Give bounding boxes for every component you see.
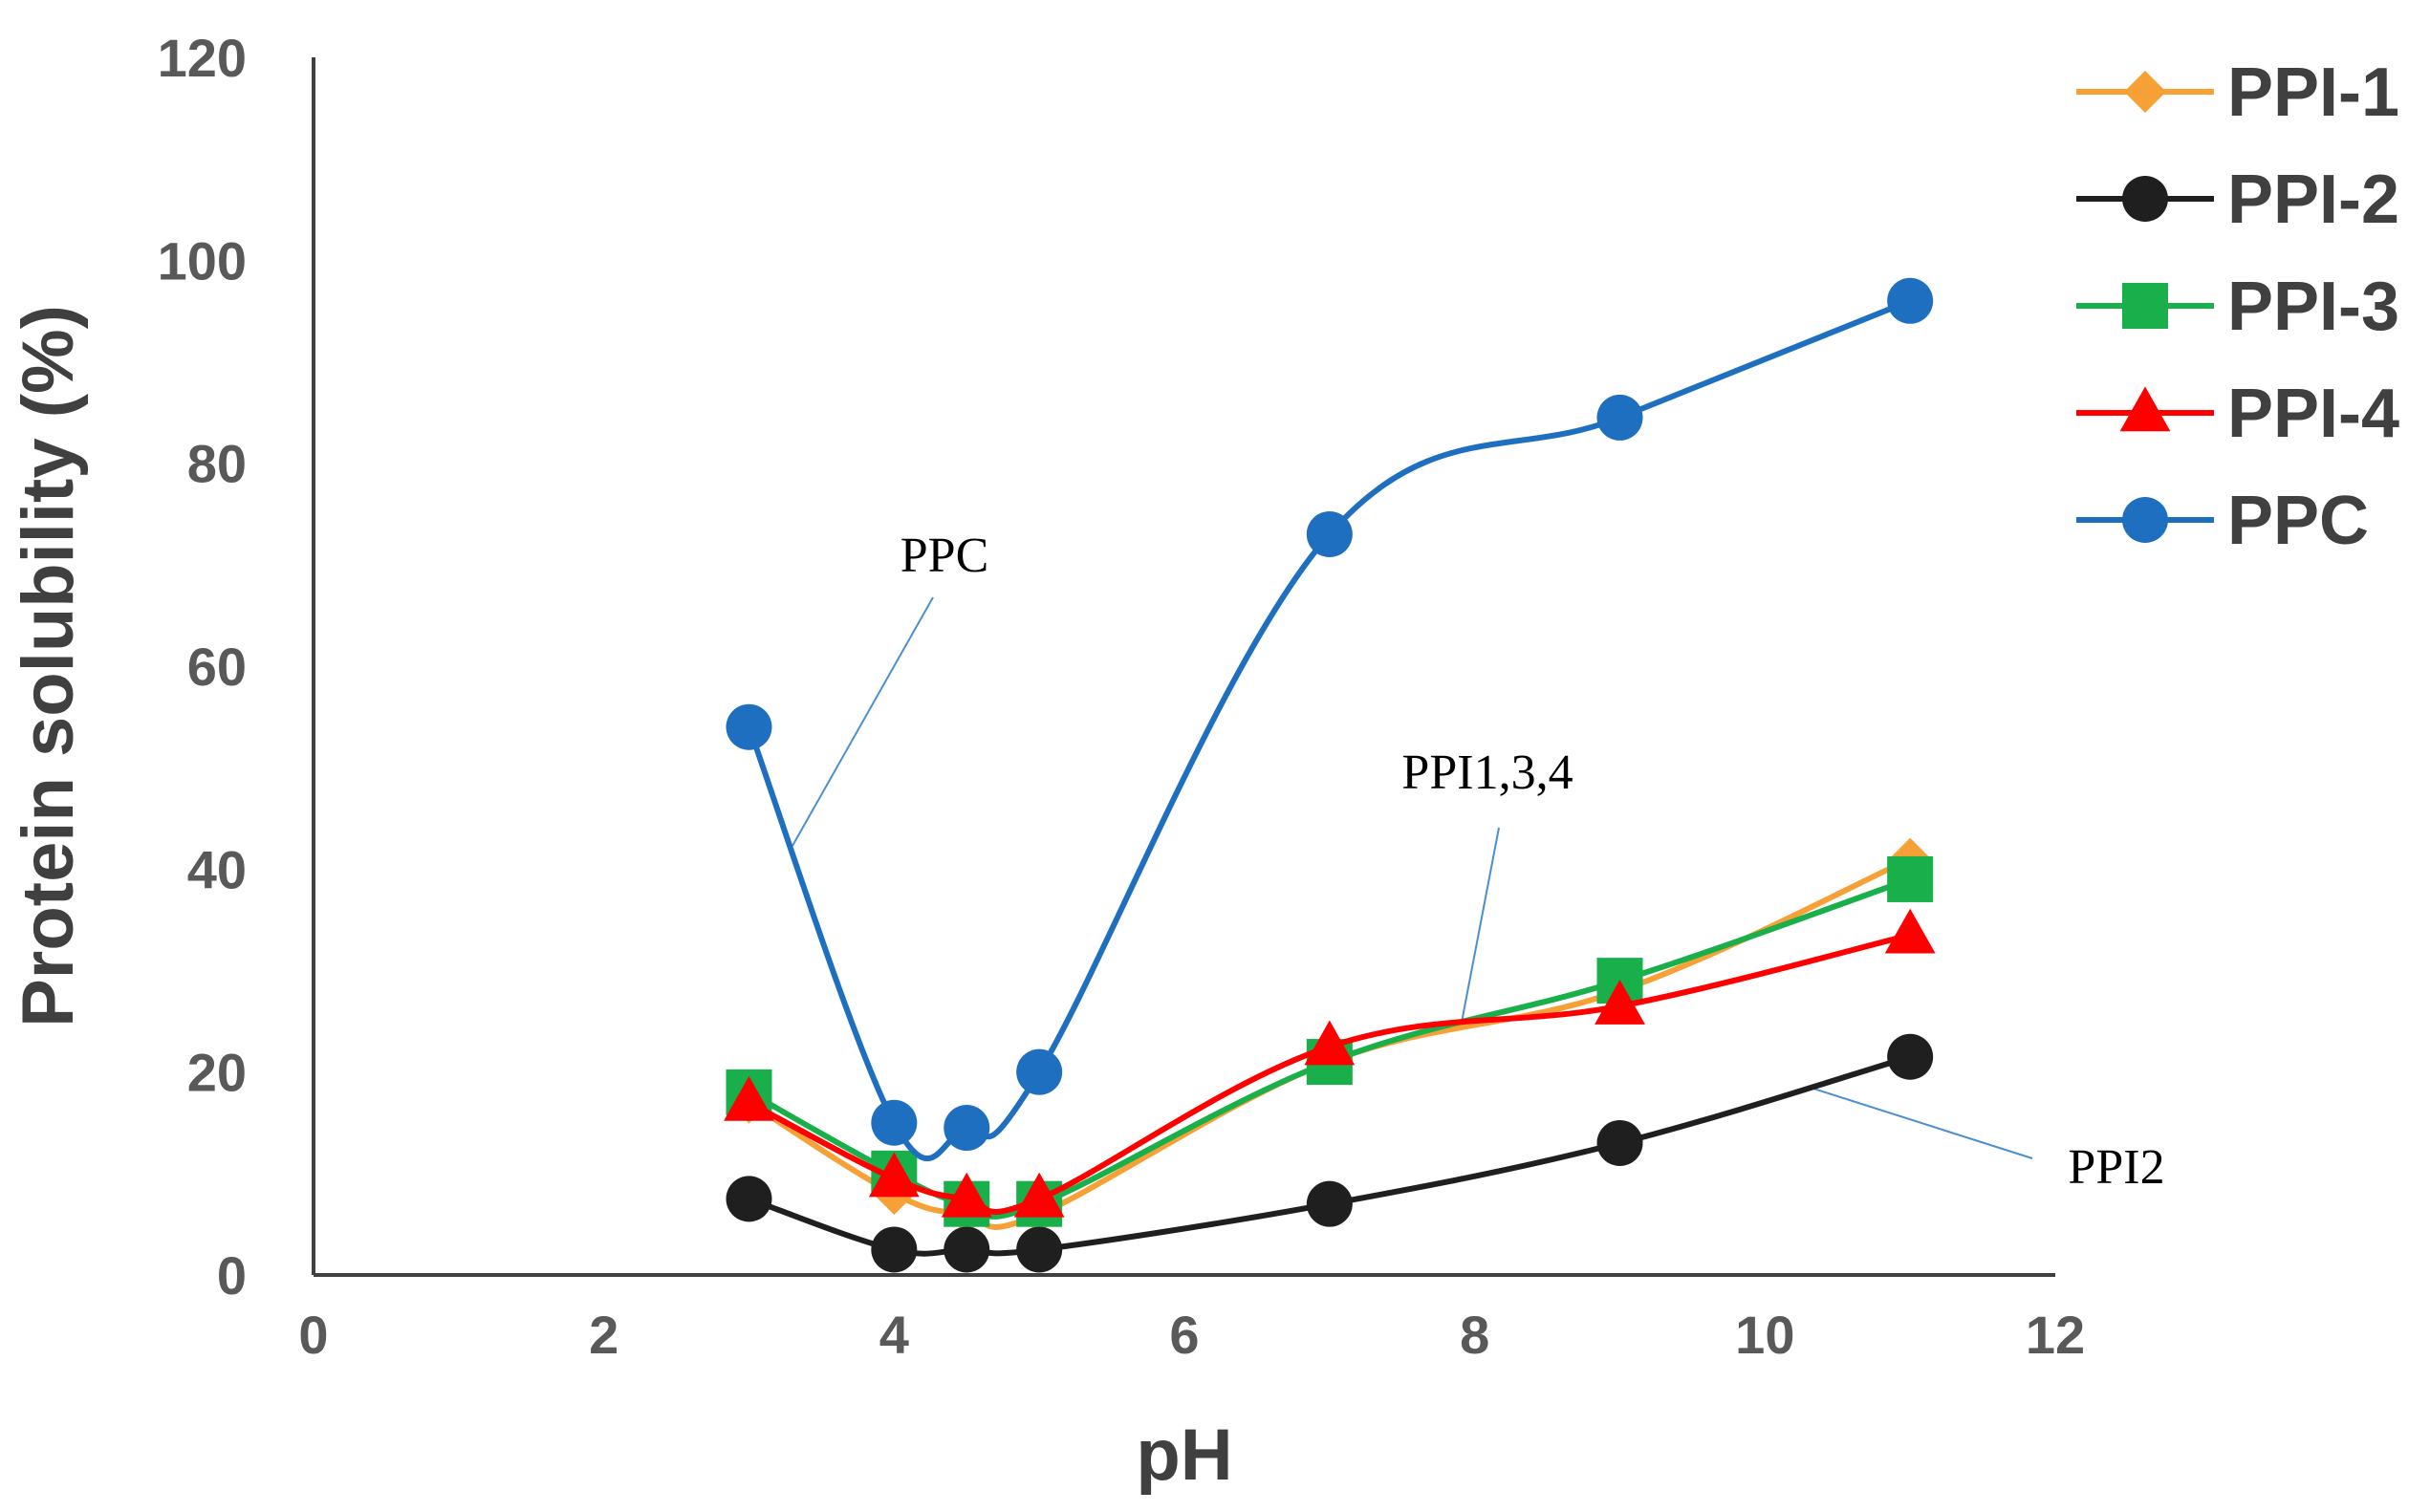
x-tick-label: 10 — [1735, 1305, 1794, 1365]
x-tick-label: 0 — [298, 1305, 328, 1365]
data-point-ppi-4 — [941, 1172, 992, 1218]
y-tick-label: 60 — [187, 637, 247, 697]
legend-label: PPI-4 — [2227, 376, 2399, 452]
legend-label: PPC — [2227, 483, 2369, 559]
y-tick-label: 80 — [187, 434, 247, 494]
data-point-ppi-4 — [1013, 1172, 1065, 1218]
y-tick-label: 0 — [217, 1245, 247, 1306]
series-ppc — [726, 277, 1934, 1162]
x-tick-label: 8 — [1460, 1305, 1489, 1365]
data-point-ppc — [1887, 277, 1934, 324]
legend: PPI-1 PPI-2 PPI-3 PPI-4 PPC — [2076, 54, 2399, 559]
y-tick-label: 20 — [187, 1043, 247, 1103]
y-tick-label: 100 — [158, 230, 247, 291]
data-point-ppi-4 — [1304, 1020, 1356, 1066]
legend-marker — [2124, 71, 2166, 113]
legend-label: PPI-1 — [2227, 54, 2399, 131]
legend-item-ppc: PPC — [2076, 483, 2369, 559]
y-axis-title: Protein solubility (%) — [8, 305, 89, 1027]
y-tick-labels: 0 20 40 60 80 100 120 — [158, 28, 247, 1306]
axes: 0 2 4 6 8 10 12 0 20 40 60 80 100 120 pH Protein sol… — [8, 28, 2085, 1496]
data-point-ppc — [944, 1105, 990, 1152]
data-point-ppi-2 — [726, 1176, 772, 1222]
x-tick-label: 12 — [2026, 1305, 2085, 1365]
legend-item-ppi-1: PPI-1 — [2076, 54, 2399, 131]
data-point-ppi-4 — [868, 1152, 920, 1198]
legend-item-ppi-2: PPI-2 — [2076, 162, 2399, 238]
legend-marker — [2122, 176, 2168, 222]
annotation-leader-line — [1459, 827, 1500, 1030]
data-point-ppi-2 — [1887, 1033, 1934, 1080]
data-point-ppi-2 — [1596, 1119, 1643, 1166]
annotations: PPC PPI1,3,4 PPI2 — [792, 529, 2165, 1195]
series-ppi-4 — [724, 908, 1936, 1218]
x-tick-label: 2 — [589, 1305, 618, 1365]
data-point-ppi-2 — [1016, 1226, 1063, 1273]
legend-marker — [2122, 283, 2168, 329]
legend-label: PPI-3 — [2227, 269, 2399, 345]
data-point-ppc — [871, 1099, 918, 1146]
x-tick-label: 4 — [879, 1305, 909, 1365]
x-axis-title: pH — [1136, 1415, 1232, 1496]
annotation-leader-line — [792, 596, 934, 847]
y-tick-label: 40 — [187, 839, 247, 899]
data-point-ppc — [1596, 394, 1643, 441]
x-tick-labels: 0 2 4 6 8 10 12 — [298, 1305, 2085, 1365]
annotation-label-ppi1-3-4: PPI1,3,4 — [1401, 745, 1573, 800]
data-point-ppi-2 — [1306, 1180, 1353, 1227]
annotation-label-ppc: PPC — [900, 529, 989, 583]
legend-marker — [2119, 386, 2171, 432]
data-point-ppc — [1306, 510, 1353, 557]
annotation-label-ppi2: PPI2 — [2068, 1140, 2164, 1195]
data-point-ppi-3 — [1887, 855, 1934, 902]
data-point-ppi-4 — [724, 1075, 774, 1121]
data-point-ppc — [726, 703, 772, 750]
data-point-ppi-2 — [944, 1226, 990, 1273]
annotation-leader-line — [1808, 1086, 2033, 1159]
data-point-ppc — [1016, 1048, 1063, 1095]
data-point-ppi-4 — [1884, 908, 1936, 954]
legend-label: PPI-2 — [2227, 162, 2399, 238]
data-point-ppi-2 — [871, 1226, 918, 1273]
data-point-ppi-4 — [1595, 980, 1645, 1025]
legend-item-ppi-4: PPI-4 — [2076, 376, 2399, 452]
series-ppi-2 — [726, 1033, 1934, 1273]
x-tick-label: 6 — [1169, 1305, 1199, 1365]
legend-item-ppi-3: PPI-3 — [2076, 269, 2399, 345]
legend-marker — [2122, 497, 2168, 543]
series — [724, 277, 1936, 1273]
y-tick-label: 120 — [158, 28, 247, 88]
